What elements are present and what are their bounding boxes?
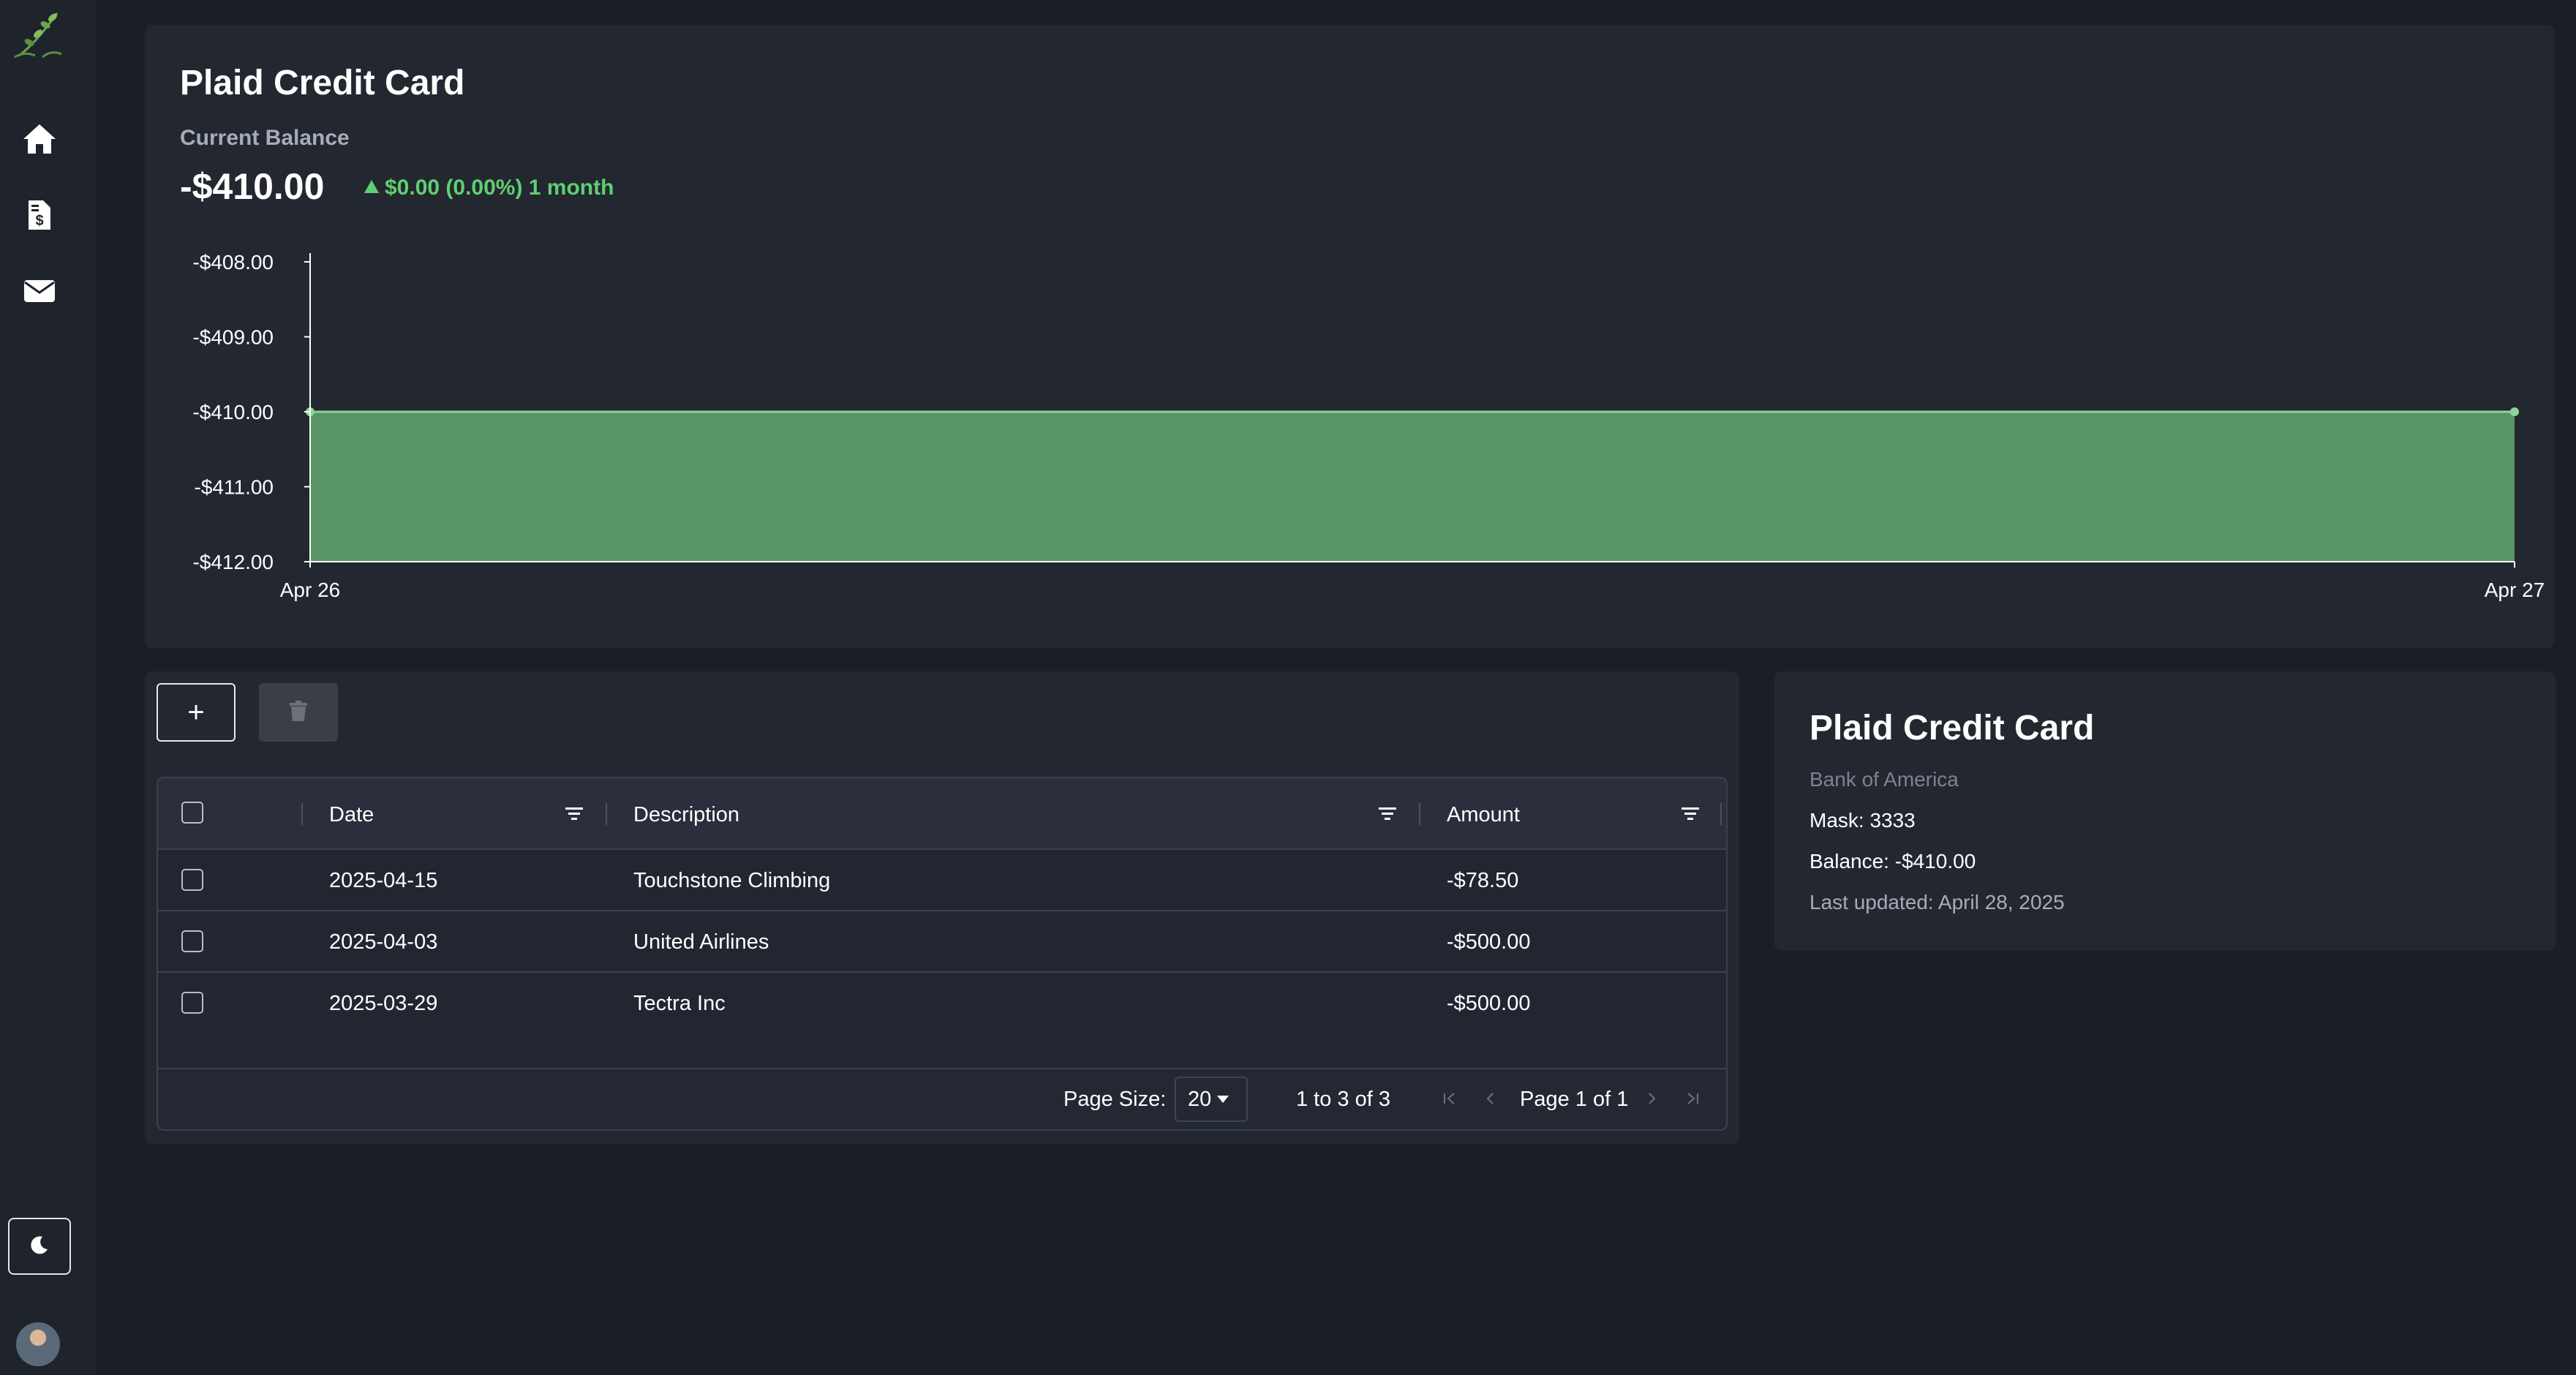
y-tick-label: -$410.00 [192, 401, 274, 423]
account-info-card: Plaid Credit Card Bank of America Mask: … [1774, 671, 2556, 951]
balance-value: -$410.00 [180, 166, 325, 207]
row-checkbox[interactable] [181, 869, 203, 891]
invoice-dollar-icon[interactable]: $ [19, 195, 60, 236]
sidebar: $ [0, 0, 97, 1375]
bank-name: Bank of America [1809, 768, 1959, 791]
home-icon[interactable] [19, 118, 60, 159]
first-page-icon[interactable] [1435, 1084, 1464, 1113]
page-info: Page 1 of 1 [1520, 1088, 1629, 1111]
y-tick-label: -$409.00 [192, 326, 274, 349]
row-range: 1 to 3 of 3 [1296, 1088, 1390, 1111]
column-separator[interactable] [1419, 803, 1420, 825]
add-transaction-button[interactable]: + [157, 683, 236, 742]
x-tick-label: Apr 27 [2485, 579, 2545, 601]
page-title: Plaid Credit Card [180, 64, 465, 102]
amount-filter-icon[interactable] [1678, 802, 1703, 826]
page-size-select[interactable]: 20 [1175, 1077, 1248, 1122]
avatar[interactable] [16, 1322, 60, 1366]
balance-change: $0.00 (0.00%) 1 month [364, 176, 614, 200]
balance-change-text: $0.00 (0.00%) 1 month [385, 176, 614, 200]
select-all-checkbox[interactable] [181, 802, 203, 824]
mail-icon[interactable] [19, 271, 60, 312]
svg-text:$: $ [35, 213, 43, 229]
column-separator[interactable] [606, 803, 607, 825]
delete-transaction-button[interactable] [259, 683, 338, 742]
y-tick-label: -$411.00 [195, 476, 274, 499]
balance-label: Current Balance [180, 126, 350, 150]
column-header-amount[interactable]: Amount [1447, 803, 1520, 826]
x-tick-label: Apr 26 [280, 579, 341, 601]
page-size-label: Page Size: [1063, 1088, 1167, 1111]
grid-pagination: Page Size: 20 1 to 3 of 3 Page 1 of 1 [158, 1068, 1726, 1129]
row-checkbox[interactable] [181, 930, 203, 952]
data-point [2510, 407, 2519, 416]
y-tick-label: -$412.00 [192, 551, 274, 573]
cell-description: Tectra Inc [633, 992, 726, 1015]
date-filter-icon[interactable] [562, 802, 587, 826]
column-header-date[interactable]: Date [329, 803, 374, 826]
last-updated: Last updated: April 28, 2025 [1809, 891, 2065, 913]
transactions-grid: Date Description Amount 2025-04-15 Touch… [157, 777, 1728, 1131]
y-tick-label: -$408.00 [192, 251, 274, 274]
description-filter-icon[interactable] [1375, 802, 1400, 826]
table-row[interactable]: 2025-04-03 United Airlines -$500.00 [158, 911, 1726, 973]
area-fill [310, 412, 2515, 562]
page-size-value: 20 [1188, 1087, 1212, 1111]
moon-icon [30, 1235, 49, 1258]
column-separator[interactable] [1720, 803, 1722, 825]
account-balance: Balance: -$410.00 [1809, 850, 1976, 873]
table-row[interactable]: 2025-03-29 Tectra Inc -$500.00 [158, 973, 1726, 1034]
triangle-up-icon [364, 180, 379, 194]
theme-toggle-button[interactable] [8, 1218, 71, 1275]
next-page-icon[interactable] [1637, 1084, 1666, 1113]
balance-chart: -$408.00 -$409.00 -$410.00 -$411.00 -$412.00… [192, 251, 2545, 601]
cell-amount: -$500.00 [1447, 930, 1531, 954]
cell-description: United Airlines [633, 930, 769, 954]
cell-date: 2025-03-29 [329, 992, 438, 1015]
trash-icon [289, 700, 308, 726]
cell-amount: -$78.50 [1447, 869, 1519, 892]
cell-amount: -$500.00 [1447, 992, 1531, 1015]
table-row[interactable]: 2025-04-15 Touchstone Climbing -$78.50 [158, 850, 1726, 911]
column-separator[interactable] [301, 803, 303, 825]
cell-description: Touchstone Climbing [633, 869, 831, 892]
account-mask: Mask: 3333 [1809, 809, 1916, 832]
balance-chart-card: Plaid Credit Card Current Balance -$410.… [145, 25, 2554, 648]
column-header-description[interactable]: Description [633, 803, 740, 826]
sprout-logo-icon[interactable] [13, 7, 66, 60]
account-info-title: Plaid Credit Card [1809, 709, 2095, 747]
chevron-down-icon [1217, 1096, 1229, 1103]
cell-date: 2025-04-03 [329, 930, 438, 954]
cell-date: 2025-04-15 [329, 869, 438, 892]
row-checkbox[interactable] [181, 992, 203, 1014]
last-page-icon[interactable] [1678, 1084, 1707, 1113]
previous-page-icon[interactable] [1476, 1084, 1505, 1113]
transactions-card: + Date Description Amount [145, 671, 1739, 1144]
grid-header: Date Description Amount [158, 778, 1726, 850]
